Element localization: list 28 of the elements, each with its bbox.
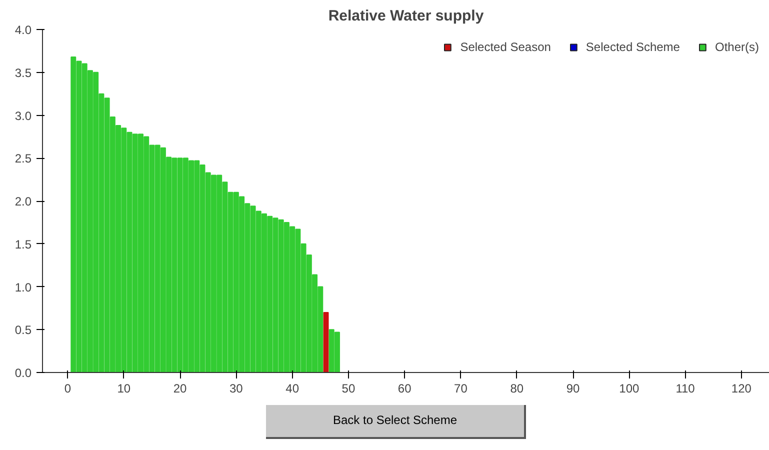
x-tick-label: 120 bbox=[731, 382, 752, 396]
text: Back to Select Scheme bbox=[332, 412, 458, 430]
legend-label: Other(s) bbox=[714, 40, 759, 54]
y-tick-label: 1.0 bbox=[14, 280, 32, 294]
y-tick-label: 0.0 bbox=[14, 366, 32, 380]
y-tick-label: 3.0 bbox=[14, 108, 32, 123]
x-tick-label: 20 bbox=[173, 382, 188, 396]
y-tick-label: 2.0 bbox=[14, 194, 32, 208]
x-tick-label: 70 bbox=[454, 382, 468, 396]
x-tick-label: 100 bbox=[619, 382, 640, 396]
y-tick-label: 0.5 bbox=[14, 323, 32, 338]
y-tick-label: 1.5 bbox=[14, 237, 32, 252]
x-tick-label: 30 bbox=[230, 382, 244, 396]
y-tick-label: 3.5 bbox=[14, 66, 32, 80]
y-tick-label: 4.0 bbox=[14, 23, 32, 37]
chart-title: Relative Water supply bbox=[328, 8, 484, 24]
x-tick-label: 110 bbox=[676, 382, 696, 396]
bar bbox=[323, 312, 329, 372]
y-tick-label: 2.5 bbox=[14, 152, 32, 166]
x-tick-label: 90 bbox=[566, 382, 580, 396]
legend-label: Selected Season bbox=[460, 40, 551, 54]
x-tick-label: 10 bbox=[117, 382, 131, 396]
x-tick-label: 60 bbox=[398, 382, 412, 396]
x-tick-label: 50 bbox=[342, 382, 356, 396]
x-tick-label: 40 bbox=[286, 382, 300, 396]
x-tick-label: 80 bbox=[510, 382, 524, 396]
legend-label: Selected Scheme bbox=[586, 40, 680, 54]
x-tick-label: 0 bbox=[64, 382, 72, 396]
